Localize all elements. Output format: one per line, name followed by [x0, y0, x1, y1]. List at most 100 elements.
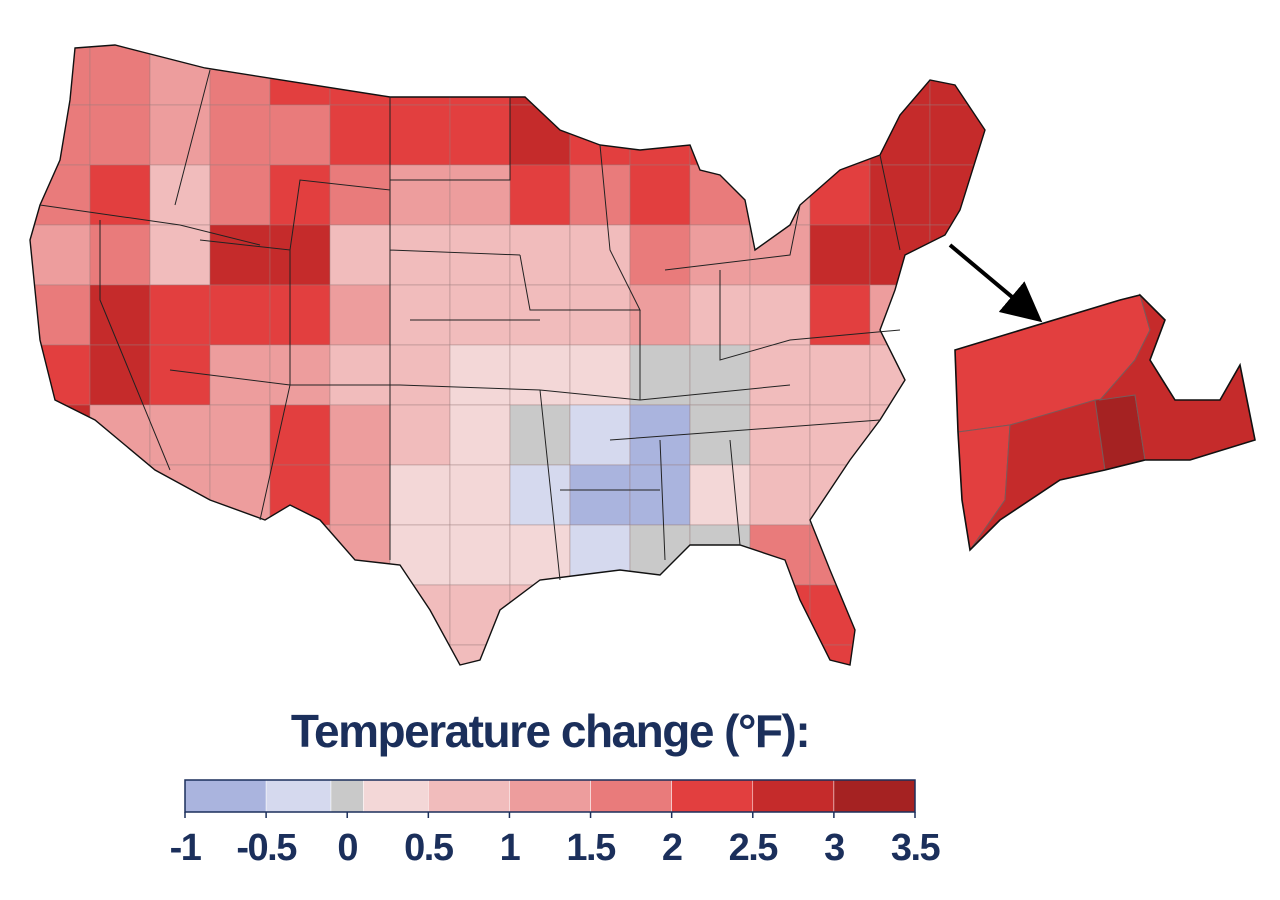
- region-cell: [569, 404, 631, 466]
- legend-frame: [184, 779, 916, 813]
- region-cell: [629, 224, 691, 286]
- region-cell: [209, 524, 271, 586]
- region-cell: [749, 584, 811, 646]
- region-cell: [629, 644, 691, 665]
- region-cell: [389, 224, 451, 286]
- region-cell: [449, 45, 511, 106]
- region-cell: [269, 584, 331, 646]
- legend-swatch: [671, 779, 754, 813]
- region-cell: [869, 464, 931, 526]
- region-cell: [269, 404, 331, 466]
- region-cell: [809, 164, 871, 226]
- legend-tick-label: 3.5: [891, 827, 941, 869]
- region-cell: [149, 524, 211, 586]
- region-cell: [149, 584, 211, 646]
- region-cell: [629, 104, 691, 166]
- region-cell: [149, 224, 211, 286]
- region-cell: [869, 284, 931, 346]
- region-cell: [509, 45, 571, 106]
- region-cell: [30, 164, 91, 226]
- legend-swatch: [330, 779, 364, 813]
- region-cell: [329, 524, 391, 586]
- region-cell: [449, 404, 511, 466]
- region-cell: [869, 644, 931, 665]
- region-cell: [569, 164, 631, 226]
- region-cell: [89, 644, 151, 665]
- legend-swatch: [752, 779, 835, 813]
- inset-outline: [954, 294, 1256, 552]
- region-cell: [149, 644, 211, 665]
- region-cell: [449, 164, 511, 226]
- legend-tick-label: 0.5: [404, 827, 454, 869]
- region-cell: [749, 404, 811, 466]
- region-cell: [209, 584, 271, 646]
- region-cell: [749, 45, 811, 106]
- region-cell: [809, 404, 871, 466]
- legend-tick-label: 2.5: [729, 827, 779, 869]
- region-cell: [809, 524, 871, 586]
- inset-arrow: [948, 243, 1043, 323]
- region-cell: [569, 104, 631, 166]
- region-cell: [689, 164, 751, 226]
- region-cell: [689, 404, 751, 466]
- region-cell: [809, 45, 871, 106]
- region-cell: [329, 584, 391, 646]
- region-cell: [30, 224, 91, 286]
- region-cell: [89, 104, 151, 166]
- region-cell: [389, 404, 451, 466]
- region-cell: [209, 164, 271, 226]
- region-cell: [629, 464, 691, 526]
- region-cell: [509, 524, 571, 586]
- region-cell: [869, 224, 931, 286]
- legend-tick-label: -0.5: [236, 827, 297, 869]
- legend-tick-label: 1.5: [566, 827, 616, 869]
- region-cell: [209, 644, 271, 665]
- region-cell: [689, 464, 751, 526]
- region-cell: [30, 464, 91, 526]
- region-cell: [509, 464, 571, 526]
- region-cell: [269, 104, 331, 166]
- region-cell: [89, 164, 151, 226]
- region-cell: [449, 224, 511, 286]
- region-cell: [149, 104, 211, 166]
- region-cell: [89, 224, 151, 286]
- region-cell: [30, 644, 91, 665]
- legend-swatch: [184, 779, 267, 813]
- region-cell: [689, 584, 751, 646]
- region-cell: [629, 584, 691, 646]
- state-borders: [39, 69, 901, 581]
- region-cell: [329, 284, 391, 346]
- region-cell: [929, 584, 985, 646]
- region-cell: [569, 644, 631, 665]
- region-cell: [149, 164, 211, 226]
- region-cell: [269, 524, 331, 586]
- region-cell: [449, 524, 511, 586]
- region-cell: [929, 45, 985, 106]
- region-cell: [149, 344, 211, 406]
- region-cell: [869, 164, 931, 226]
- region-cell: [389, 45, 451, 106]
- region-cell: [749, 284, 811, 346]
- region-cell: [749, 644, 811, 665]
- region-cell: [209, 404, 271, 466]
- region-cell: [749, 344, 811, 406]
- region-cell: [749, 164, 811, 226]
- region-cell: [269, 284, 331, 346]
- region-cell: [389, 464, 451, 526]
- region-cell: [269, 224, 331, 286]
- legend-title: Temperature change (°F):: [291, 705, 809, 757]
- region-cell: [449, 584, 511, 646]
- region-cell: [809, 284, 871, 346]
- region-cell: [569, 524, 631, 586]
- region-cell: [449, 104, 511, 166]
- legend-swatch: [363, 779, 429, 813]
- region-cell: [149, 45, 211, 106]
- region-cell: [569, 45, 631, 106]
- legend-tick-label: -1: [170, 827, 202, 869]
- region-cell: [749, 104, 811, 166]
- region-cell: [329, 644, 391, 665]
- region-cell: [449, 644, 511, 665]
- region-cell: [329, 404, 391, 466]
- region-cell: [809, 224, 871, 286]
